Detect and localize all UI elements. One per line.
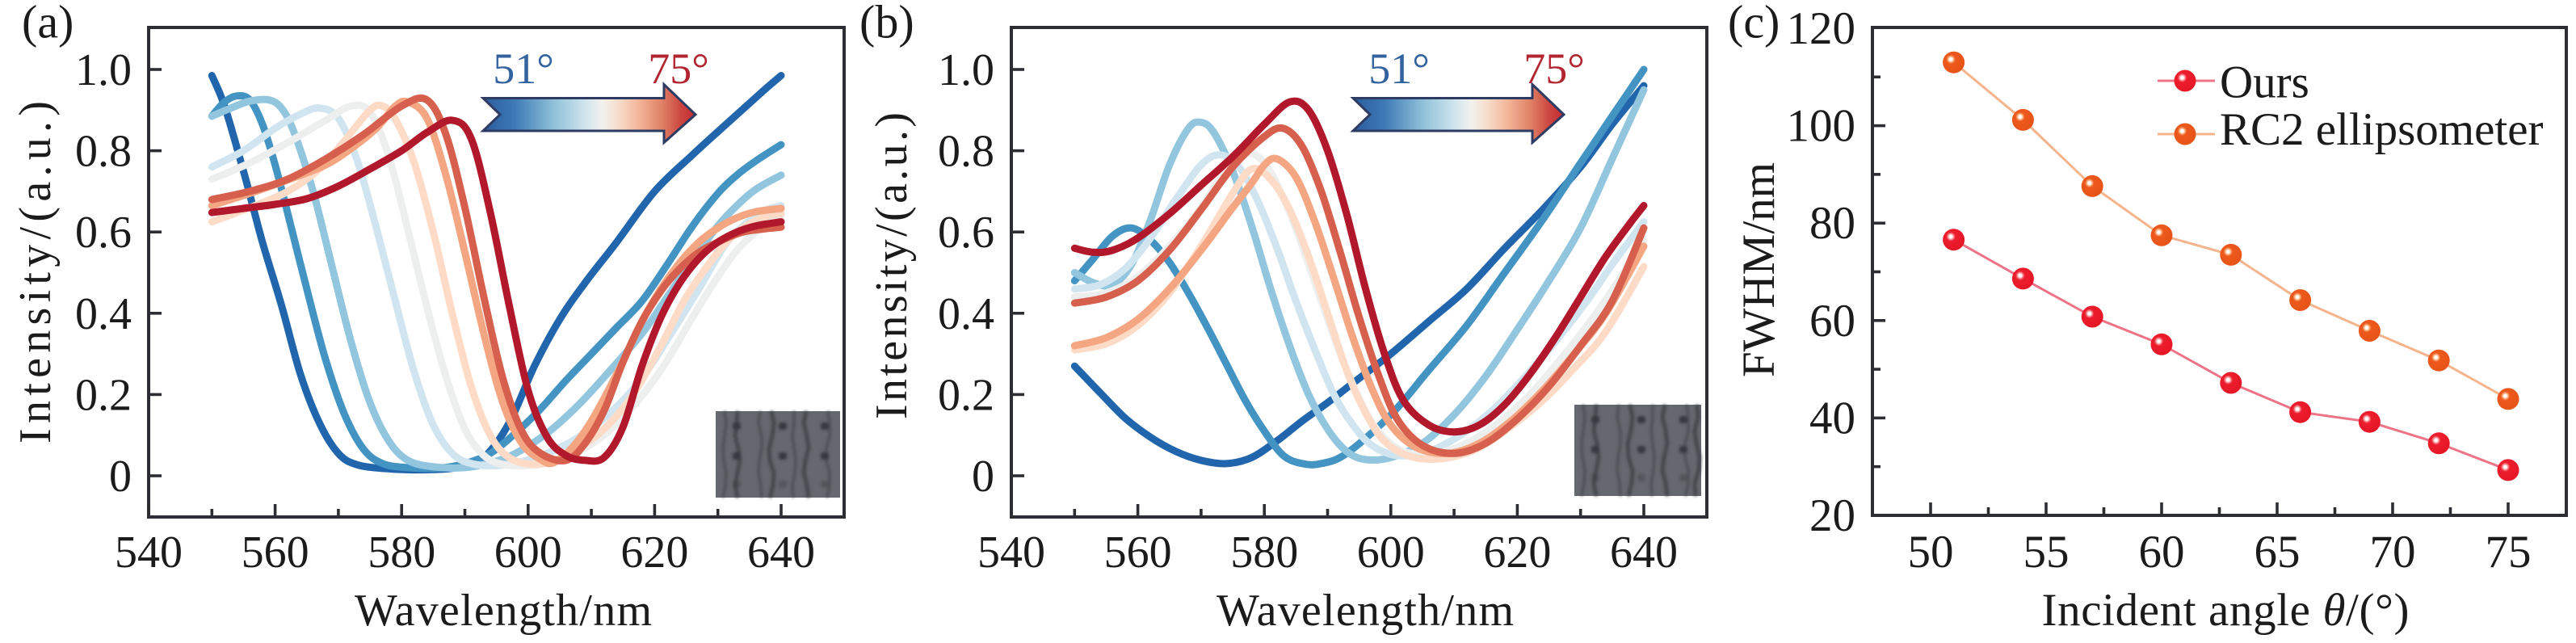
svg-text:40: 40 — [1809, 393, 1855, 443]
svg-text:Wavelength/nm: Wavelength/nm — [1217, 586, 1514, 636]
svg-text:75°: 75° — [648, 44, 709, 93]
svg-text:0.8: 0.8 — [75, 127, 132, 177]
svg-text:0.6: 0.6 — [938, 208, 994, 258]
svg-text:560: 560 — [1104, 527, 1172, 578]
svg-text:620: 620 — [1483, 527, 1551, 578]
svg-text:80: 80 — [1809, 198, 1855, 249]
svg-text:75°: 75° — [1523, 44, 1585, 93]
svg-text:0.2: 0.2 — [75, 370, 132, 420]
svg-text:540: 540 — [115, 527, 183, 578]
svg-text:1.0: 1.0 — [938, 45, 994, 95]
svg-text:120: 120 — [1787, 3, 1856, 54]
svg-text:0: 0 — [972, 452, 994, 502]
svg-text:Ours: Ours — [2220, 57, 2309, 108]
svg-text:60: 60 — [1809, 296, 1855, 347]
svg-text:640: 640 — [1610, 527, 1678, 578]
svg-text:Intensity/(a.u.): Intensity/(a.u.) — [867, 112, 917, 419]
svg-text:51°: 51° — [1368, 44, 1430, 93]
svg-text:580: 580 — [368, 527, 435, 578]
svg-text:580: 580 — [1230, 527, 1298, 578]
svg-text:600: 600 — [1357, 527, 1425, 578]
svg-text:RC2 ellipsometer: RC2 ellipsometer — [2220, 104, 2544, 155]
svg-text:FWHM/nm: FWHM/nm — [1733, 162, 1784, 377]
svg-text:620: 620 — [620, 527, 688, 578]
svg-text:560: 560 — [242, 527, 309, 578]
svg-text:60: 60 — [2139, 527, 2185, 578]
svg-text:0.6: 0.6 — [75, 208, 132, 258]
svg-text:0.4: 0.4 — [938, 289, 994, 339]
svg-text:55: 55 — [2023, 527, 2070, 578]
svg-text:(a): (a) — [22, 0, 74, 48]
svg-text:Incident angle θ/(°): Incident angle θ/(°) — [2042, 585, 2410, 636]
svg-text:0.4: 0.4 — [75, 289, 132, 339]
svg-text:65: 65 — [2255, 527, 2301, 578]
svg-text:540: 540 — [977, 527, 1045, 578]
svg-text:70: 70 — [2370, 527, 2416, 578]
svg-text:20: 20 — [1809, 490, 1855, 541]
svg-text:75: 75 — [2486, 527, 2532, 578]
svg-text:(b): (b) — [859, 0, 914, 48]
svg-text:600: 600 — [494, 527, 562, 578]
svg-text:0.8: 0.8 — [938, 127, 994, 177]
svg-text:0.2: 0.2 — [938, 370, 994, 420]
svg-text:1.0: 1.0 — [75, 45, 132, 95]
svg-text:640: 640 — [747, 527, 815, 578]
svg-text:51°: 51° — [493, 44, 554, 93]
svg-text:100: 100 — [1787, 101, 1856, 152]
svg-text:0: 0 — [109, 452, 132, 502]
svg-text:50: 50 — [1908, 527, 1954, 578]
svg-text:(c): (c) — [1728, 0, 1780, 48]
svg-text:Wavelength/nm: Wavelength/nm — [355, 586, 652, 636]
